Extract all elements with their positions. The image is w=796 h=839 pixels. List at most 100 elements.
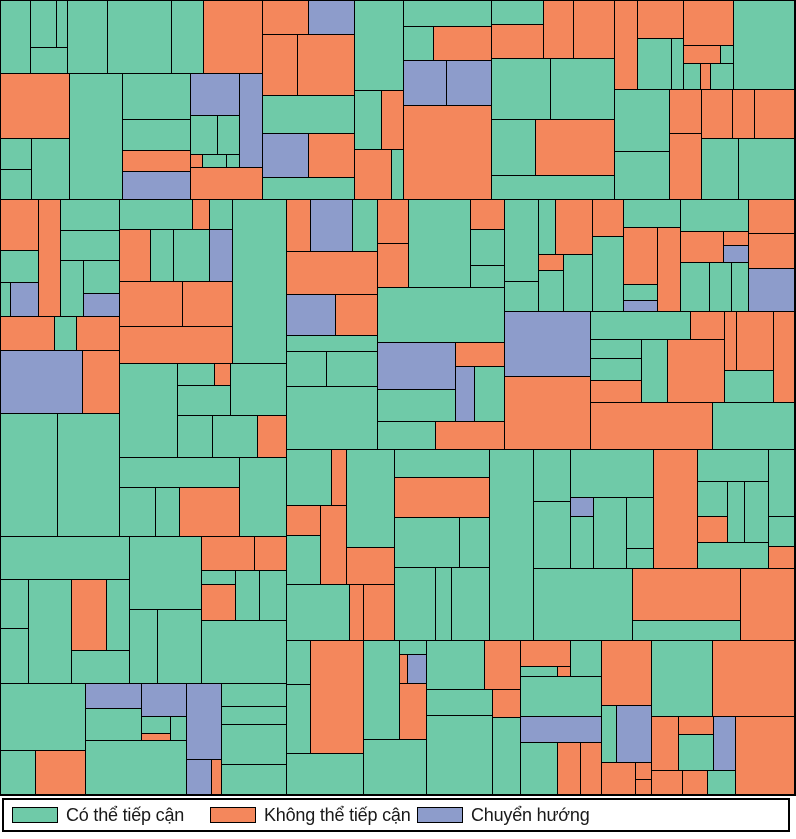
treemap-cell-accessible <box>615 90 669 151</box>
treemap-cell-accessible <box>287 641 310 684</box>
treemap-cell-accessible <box>490 450 533 640</box>
treemap-cell-accessible <box>353 200 377 251</box>
treemap-cell-accessible <box>624 200 680 227</box>
treemap-cell-accessible <box>395 518 459 567</box>
treemap-cell-inaccessible <box>755 90 794 138</box>
treemap-cell-accessible <box>392 150 403 199</box>
treemap-cell-accessible <box>171 717 186 740</box>
treemap-cell-accessible <box>679 735 713 770</box>
treemap-cell-accessible <box>698 450 768 481</box>
treemap-cell-inaccessible <box>142 734 170 740</box>
treemap-cell-accessible <box>539 271 563 311</box>
treemap-cell-inaccessible <box>311 641 363 753</box>
treemap-cell-accessible <box>624 285 657 300</box>
treemap-cell-accessible <box>287 585 349 640</box>
treemap-cell-inaccessible <box>212 760 221 794</box>
treemap-cell-accessible <box>130 537 201 609</box>
treemap-cell-accessible <box>769 517 794 546</box>
treemap-cell-accessible <box>404 1 491 26</box>
treemap-cell-inaccessible <box>215 364 230 385</box>
treemap-cell-accessible <box>710 263 731 311</box>
treemap-cell-accessible <box>728 482 744 542</box>
treemap-cell-inaccessible <box>668 340 724 402</box>
treemap-cell-inaccessible <box>602 641 651 705</box>
treemap-cell-inaccessible <box>364 585 394 640</box>
treemap-cell-accessible <box>769 450 794 516</box>
treemap-cell-accessible <box>1 414 57 536</box>
treemap-cell-accessible <box>681 263 709 311</box>
treemap-cell-accessible <box>191 116 217 154</box>
treemap-cell-accessible <box>68 1 107 73</box>
treemap-cell-inaccessible <box>400 684 426 739</box>
treemap-cell-redirect <box>617 706 651 762</box>
treemap-cell-accessible <box>178 364 214 385</box>
treemap-cell-accessible <box>222 725 286 764</box>
treemap-cell-inaccessible <box>713 641 794 716</box>
treemap-cell-accessible <box>1 751 35 794</box>
treemap-cell-redirect <box>404 61 446 105</box>
treemap-cell-inaccessible <box>39 200 60 316</box>
treemap-cell-accessible <box>1 580 28 628</box>
treemap-cell-accessible <box>404 27 433 60</box>
treemap-cell-redirect <box>187 760 211 794</box>
treemap-cell-accessible <box>287 754 363 794</box>
treemap-cell-inaccessible <box>347 548 394 584</box>
treemap-cell-inaccessible <box>191 155 202 167</box>
treemap-cell-accessible <box>602 706 616 762</box>
treemap-cell-accessible <box>84 261 119 293</box>
treemap-cell-inaccessible <box>202 537 254 570</box>
treemap-cell-accessible <box>591 312 690 339</box>
treemap-cell-accessible <box>642 340 667 402</box>
treemap-cell-inaccessible <box>471 200 504 229</box>
treemap-cell-accessible <box>739 139 794 199</box>
treemap-cell-accessible <box>409 200 470 287</box>
treemap-cell-inaccessible <box>287 506 320 535</box>
treemap-cell-accessible <box>347 450 394 547</box>
treemap-cell-accessible <box>427 716 492 794</box>
treemap-cell-inaccessible <box>120 230 150 281</box>
treemap-cell-accessible <box>203 155 226 167</box>
treemap-cell-accessible <box>120 364 177 457</box>
treemap-cell-inaccessible <box>558 743 580 794</box>
treemap-cell-inaccessible <box>309 134 354 177</box>
treemap-cell-accessible <box>534 450 570 501</box>
treemap-cell-accessible <box>263 96 354 133</box>
treemap-cell-inaccessible <box>255 537 286 570</box>
treemap-cell-redirect <box>408 655 426 683</box>
treemap-cell-accessible <box>61 200 119 230</box>
treemap-cell-accessible <box>29 580 71 683</box>
treemap-cell-inaccessible <box>574 1 614 58</box>
treemap-cell-inaccessible <box>191 168 262 199</box>
legend-swatch-redirect <box>417 807 463 823</box>
treemap-cell-inaccessible <box>749 200 794 233</box>
treemap-cell-inaccessible <box>332 450 346 505</box>
treemap-cell-inaccessible <box>263 35 297 95</box>
legend-label-redirect: Chuyển hướng <box>471 804 590 825</box>
treemap-cell-redirect <box>11 283 38 316</box>
treemap-cell-inaccessible <box>536 120 614 175</box>
treemap-cell-accessible <box>213 416 257 457</box>
legend-item-redirect: Chuyển hướng <box>417 804 590 826</box>
treemap-cell-accessible <box>1 283 10 316</box>
treemap-cell-redirect <box>724 246 748 262</box>
treemap-cell-accessible <box>227 155 239 167</box>
treemap-cell-inaccessible <box>581 743 601 794</box>
treemap-cell-inaccessible <box>321 506 346 584</box>
treemap-cell-inaccessible <box>355 150 391 199</box>
treemap-cell-inaccessible <box>202 585 235 620</box>
treemap-cell-inaccessible <box>638 1 683 38</box>
treemap-cell-inaccessible <box>652 717 678 770</box>
treemap-cell-accessible <box>652 641 712 716</box>
treemap-cell-inaccessible <box>701 64 710 89</box>
treemap-cell-accessible <box>475 367 504 421</box>
treemap-cell-accessible <box>395 450 489 477</box>
treemap-cell-accessible <box>107 580 129 650</box>
treemap-cell-accessible <box>698 482 727 516</box>
treemap-cell-accessible <box>378 288 504 342</box>
treemap-cell-inaccessible <box>404 106 491 199</box>
treemap-cell-inaccessible <box>725 312 736 370</box>
treemap-cell-inaccessible <box>774 312 794 402</box>
treemap-cell-accessible <box>287 336 377 351</box>
treemap-cell-accessible <box>1 139 31 169</box>
treemap-cell-inaccessible <box>36 751 85 794</box>
